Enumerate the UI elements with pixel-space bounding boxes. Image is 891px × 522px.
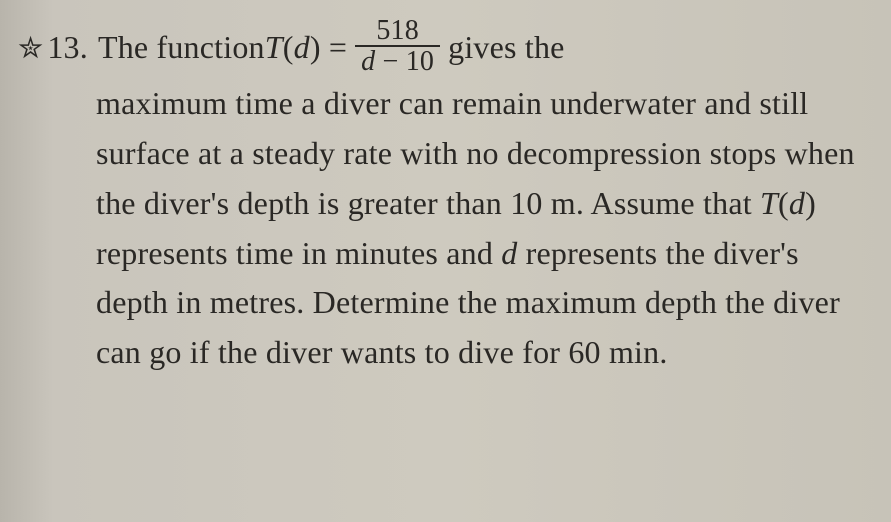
inline-d: d [789, 185, 805, 221]
problem-body: maximum time a diver can remain underwat… [18, 79, 863, 378]
page: ✮ 13. The function T ( d ) = 518 d − 10 … [0, 0, 891, 522]
text-gives-the: gives the [448, 23, 564, 73]
denominator-d: d [361, 46, 375, 77]
inline-d2: d [501, 235, 517, 271]
fraction-denominator: d − 10 [355, 45, 440, 76]
open-paren: ( [283, 23, 294, 73]
inline-close: ) [805, 185, 816, 221]
inline-open: ( [778, 185, 789, 221]
function-T: T [265, 23, 283, 73]
question-number: 13. [47, 23, 88, 73]
body-part-1: maximum time a diver can remain underwat… [96, 85, 855, 221]
fraction-numerator: 518 [370, 16, 425, 45]
denominator-rest: − 10 [375, 46, 434, 77]
problem-13: ✮ 13. The function T ( d ) = 518 d − 10 … [18, 18, 863, 378]
inline-T: T [760, 185, 778, 221]
star-icon: ✮ [18, 26, 43, 73]
fraction: 518 d − 10 [355, 16, 440, 77]
text-the-function: The function [98, 23, 265, 73]
variable-d-arg: d [294, 23, 310, 73]
body-part-2: represents time in minutes and [96, 235, 501, 271]
close-paren-equals: ) = [310, 23, 347, 73]
first-line: ✮ 13. The function T ( d ) = 518 d − 10 … [18, 18, 863, 79]
